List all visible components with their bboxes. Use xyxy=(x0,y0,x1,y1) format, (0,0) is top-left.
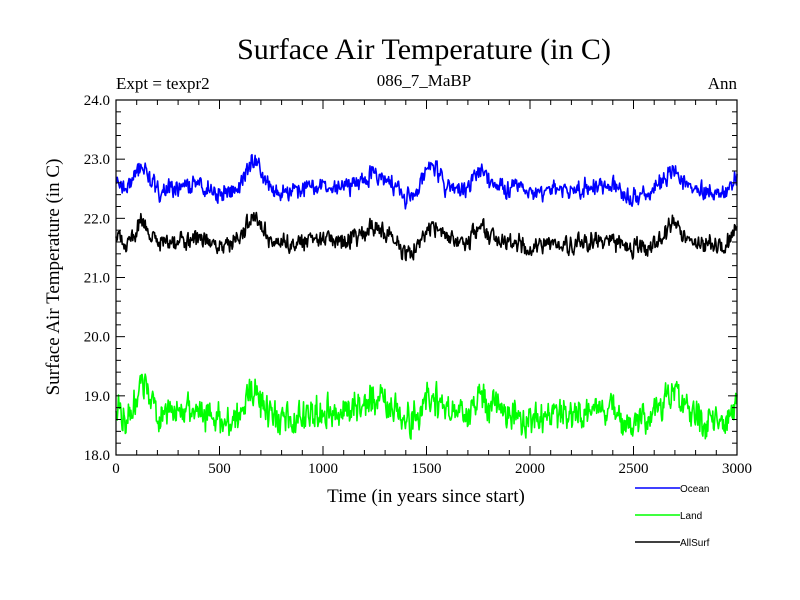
y-tick-label: 18.0 xyxy=(84,448,110,464)
legend: Ocean Land AllSurf xyxy=(635,484,710,549)
y-tick-label: 24.0 xyxy=(84,93,110,109)
x-tick-label: 1000 xyxy=(308,461,338,477)
season-label: Ann xyxy=(708,74,738,93)
x-tick-label: 3000 xyxy=(722,461,752,477)
y-tick-label: 20.0 xyxy=(84,330,110,346)
chart-title: Surface Air Temperature (in C) xyxy=(237,33,611,66)
x-tick-label: 2500 xyxy=(619,461,649,477)
x-tick-label: 2000 xyxy=(515,461,545,477)
series-line-land xyxy=(115,373,738,440)
series-line-ocean xyxy=(115,153,738,210)
x-axis-label: Time (in years since start) xyxy=(327,486,525,507)
plot-lines xyxy=(115,153,738,440)
experiment-label: Expt = texpr2 xyxy=(116,74,210,93)
legend-label-allsurf: AllSurf xyxy=(680,538,710,549)
legend-label-ocean: Ocean xyxy=(680,484,709,495)
series-line-allsurf xyxy=(115,211,738,262)
y-tick-label: 22.0 xyxy=(84,211,110,227)
x-tick-label: 0 xyxy=(112,461,120,477)
y-tick-label: 21.0 xyxy=(84,271,110,287)
x-axis: 0 500 1000 1500 2000 2500 3000 xyxy=(112,100,752,477)
y-tick-label: 19.0 xyxy=(84,389,110,405)
y-axis-label: Surface Air Temperature (in C) xyxy=(43,159,64,396)
x-tick-label: 500 xyxy=(208,461,231,477)
chart-subtitle: 086_7_MaBP xyxy=(377,71,471,90)
legend-label-land: Land xyxy=(680,511,702,522)
x-tick-label: 1500 xyxy=(412,461,442,477)
y-axis: 18.0 19.0 20.0 21.0 22.0 23.0 24.0 xyxy=(84,93,737,464)
y-tick-label: 23.0 xyxy=(84,152,110,168)
